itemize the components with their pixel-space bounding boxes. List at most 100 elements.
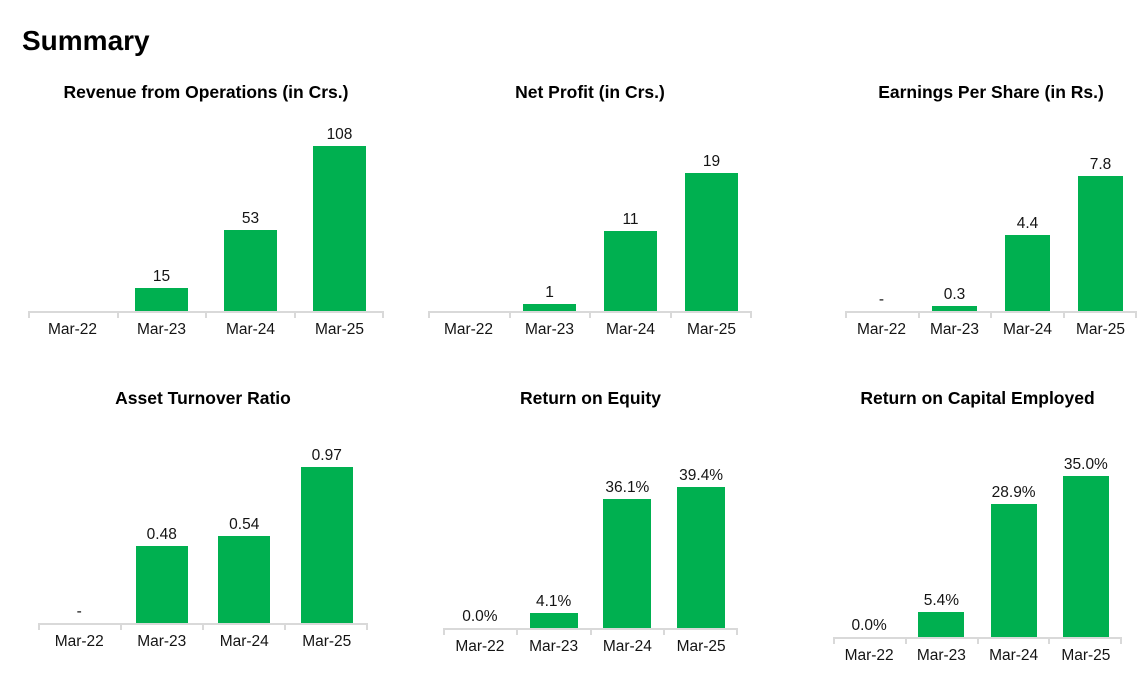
- data-label: 0.0%: [462, 607, 498, 625]
- axis-tick: [508, 313, 590, 318]
- bar-slot: 28.9%: [978, 453, 1050, 637]
- bar-slot: 0.0%: [833, 453, 905, 637]
- bar-slot: 4.1%: [517, 467, 591, 628]
- bar-slot: 0.3: [918, 155, 991, 311]
- bar-slot: 0.54: [203, 430, 286, 623]
- data-label: 0.3: [943, 285, 966, 303]
- data-label: -: [76, 602, 82, 620]
- axis-tick: [116, 313, 206, 318]
- chart-return-on-equity: Return on Equity 0.0% 4.1% 36.1% 39.4% Mar-…: [443, 388, 738, 665]
- category-label: Mar-23: [916, 647, 966, 664]
- category-label: Mar-22: [47, 321, 98, 338]
- bar-slot: 19: [671, 153, 752, 311]
- x-axis: [833, 637, 1122, 644]
- plot-area: 0.0% 4.1% 36.1% 39.4%: [443, 467, 738, 628]
- category-label: Mar-24: [605, 321, 656, 338]
- x-axis: [845, 311, 1137, 318]
- axis-tick: [589, 313, 670, 318]
- category-label: Mar-23: [137, 633, 187, 650]
- axis-tick: [845, 313, 918, 318]
- axis-tick: [904, 639, 977, 644]
- bar: [603, 498, 652, 628]
- data-label: -: [878, 290, 885, 308]
- bar-slot: 35.0%: [1050, 453, 1122, 637]
- category-label: Mar-22: [844, 647, 894, 664]
- bar-slot: 36.1%: [591, 467, 665, 628]
- bar: [1078, 175, 1123, 311]
- axis-tick: [205, 313, 294, 318]
- data-label: 0.48: [146, 525, 177, 543]
- data-label: 15: [152, 268, 171, 286]
- plot-area: 15 53 108: [28, 126, 384, 311]
- axis-tick: [1048, 639, 1122, 644]
- category-label: Mar-25: [676, 638, 726, 655]
- axis-tick: [428, 313, 509, 318]
- chart-title: Asset Turnover Ratio: [115, 388, 291, 408]
- bar-slot: 39.4%: [664, 467, 738, 628]
- category-label: Mar-22: [443, 321, 494, 338]
- x-axis: [38, 623, 368, 630]
- x-axis-labels: Mar-22 Mar-23 Mar-24 Mar-25: [38, 633, 368, 660]
- data-label: 108: [326, 126, 353, 144]
- axis-tick: [284, 625, 368, 630]
- category-label: Mar-25: [686, 321, 737, 338]
- data-label: 5.4%: [923, 592, 960, 610]
- chart-return-on-capital-employed: Return on Capital Employed 0.0% 5.4% 28.9%…: [833, 388, 1122, 674]
- plot-spacer: [443, 409, 738, 467]
- axis-tick: [976, 639, 1049, 644]
- category-label: Mar-24: [219, 633, 269, 650]
- bar: [918, 612, 965, 637]
- axis-tick: [1062, 313, 1137, 318]
- data-label: 53: [241, 210, 260, 228]
- bar: [135, 288, 188, 311]
- category-label: Mar-22: [54, 633, 104, 650]
- axis-tick: [516, 630, 589, 635]
- chart-title: Return on Capital Employed: [860, 388, 1095, 408]
- bar: [135, 545, 188, 623]
- plot-spacer: [833, 409, 1122, 453]
- bar: [990, 504, 1037, 637]
- bar-slot: -: [38, 430, 121, 623]
- data-label: 39.4%: [679, 466, 724, 484]
- bar-slot: 0.97: [286, 430, 369, 623]
- chart-revenue-from-operations: Revenue from Operations (in Crs.) 15 53 10…: [28, 82, 384, 348]
- category-label: Mar-22: [455, 638, 505, 655]
- plot-area: - 0.48 0.54 0.97: [38, 430, 368, 623]
- chart-net-profit: Net Profit (in Crs.) 1 11 19 Mar-22 Mar-23 M…: [428, 82, 752, 348]
- data-label: 0.97: [311, 446, 342, 464]
- bar: [218, 536, 271, 623]
- axis-tick: [662, 630, 738, 635]
- axis-tick: [589, 630, 663, 635]
- bar: [1062, 476, 1109, 637]
- category-label: Mar-24: [602, 638, 652, 655]
- axis-tick: [28, 313, 117, 318]
- axis-tick: [669, 313, 752, 318]
- x-axis: [28, 311, 384, 318]
- category-label: Mar-25: [302, 633, 352, 650]
- data-label: 1: [545, 283, 554, 301]
- bar: [604, 231, 657, 311]
- x-axis-labels: Mar-22 Mar-23 Mar-24 Mar-25: [28, 321, 384, 348]
- plot-spacer: [38, 409, 368, 430]
- x-axis-labels: Mar-22 Mar-23 Mar-24 Mar-25: [428, 321, 752, 348]
- category-label: Mar-23: [529, 638, 579, 655]
- axis-tick: [833, 639, 905, 644]
- chart-title: Net Profit (in Crs.): [515, 82, 665, 102]
- axis-tick: [202, 625, 284, 630]
- data-label: 36.1%: [605, 478, 650, 496]
- bar-slot: 1: [509, 166, 590, 311]
- bar: [1005, 234, 1050, 311]
- chart-title: Earnings Per Share (in Rs.): [878, 82, 1104, 102]
- bar-slot: [428, 166, 509, 311]
- bar: [529, 613, 578, 628]
- data-label: 7.8: [1089, 155, 1112, 173]
- bar-slot: 0.0%: [443, 467, 517, 628]
- x-axis: [428, 311, 752, 318]
- bar-slot: 11: [590, 166, 671, 311]
- plot-spacer: [845, 103, 1137, 155]
- bar-slot: 15: [117, 128, 206, 311]
- category-label: Mar-23: [929, 321, 980, 338]
- bar-slot: 53: [206, 128, 295, 311]
- axis-tick: [293, 313, 384, 318]
- plot-area: 1 11 19: [428, 153, 752, 311]
